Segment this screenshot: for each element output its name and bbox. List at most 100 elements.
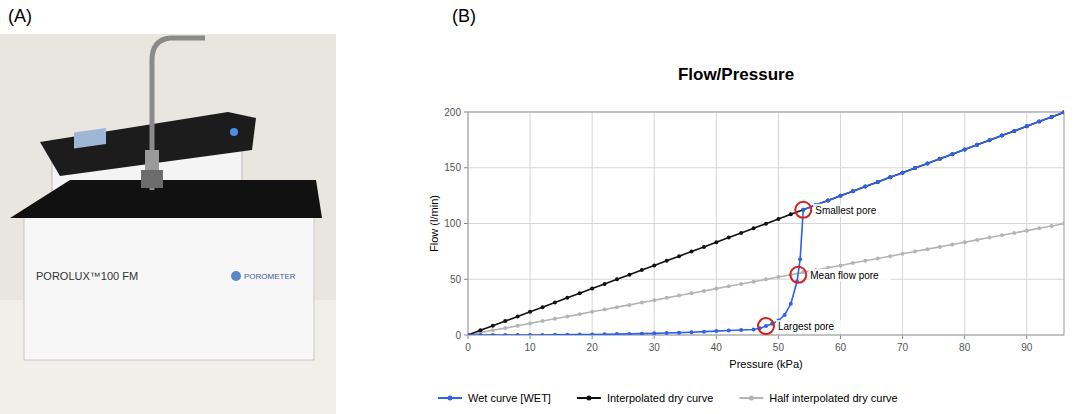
tick-y (464, 335, 468, 336)
upper-top (40, 112, 256, 176)
point-marker (950, 243, 954, 247)
annotation-circle (790, 267, 806, 283)
point-marker (491, 324, 495, 328)
point-marker (528, 321, 532, 325)
point-marker (615, 305, 619, 309)
point-marker (901, 171, 905, 175)
point-marker (516, 324, 520, 328)
point-marker (714, 240, 718, 244)
point-marker (888, 175, 892, 179)
point-marker (640, 301, 644, 305)
point-marker (528, 333, 532, 335)
tick-y (464, 223, 468, 224)
point-marker (975, 238, 979, 242)
tick-label-x: 30 (649, 342, 661, 353)
point-marker (826, 199, 830, 203)
point-marker (478, 328, 482, 332)
point-marker (913, 166, 917, 170)
point-marker (652, 331, 656, 335)
point-marker (702, 289, 706, 293)
point-marker (839, 194, 843, 198)
point-marker (528, 310, 532, 314)
point-marker (640, 332, 644, 335)
point-marker (925, 247, 929, 251)
point-marker (913, 166, 917, 170)
photo-background (0, 34, 336, 414)
point-marker (468, 333, 470, 335)
annotations: Smallest poreMean flow poreLargest pore (758, 202, 891, 334)
tick-y (464, 279, 468, 280)
point-marker (565, 314, 569, 318)
point-marker (590, 310, 594, 314)
point-marker (553, 333, 557, 335)
legend-marker (586, 396, 591, 401)
annotation-circle (758, 318, 774, 334)
point-marker (665, 296, 669, 300)
tick-label-x: 20 (587, 342, 599, 353)
annotation-circle (795, 202, 811, 218)
point-marker (1012, 231, 1016, 235)
point-marker (468, 333, 470, 335)
point-marker (1050, 224, 1054, 228)
point-marker (925, 161, 929, 165)
point-marker (801, 208, 805, 212)
point-marker (876, 257, 880, 261)
point-marker (1050, 115, 1054, 119)
point-marker (503, 326, 507, 330)
point-marker (938, 157, 942, 161)
point-marker (913, 249, 917, 253)
tick-label-x: 50 (773, 342, 785, 353)
point-marker (801, 208, 805, 212)
tick-x (840, 335, 841, 339)
point-marker (578, 333, 582, 335)
point-marker (541, 333, 545, 335)
point-marker (468, 333, 470, 335)
point-marker (776, 217, 780, 221)
series-line (468, 112, 1064, 335)
point-marker (1025, 124, 1029, 128)
point-marker (988, 138, 992, 142)
point-marker (739, 282, 743, 286)
point-marker (789, 212, 793, 216)
legend-text: Wet curve [WET] (468, 392, 551, 404)
point-marker (789, 302, 793, 306)
point-marker (627, 332, 631, 335)
tick-x (654, 335, 655, 339)
point-marker (839, 263, 843, 267)
point-marker (1037, 226, 1041, 230)
legend-text: Interpolated dry curve (607, 392, 713, 404)
legend-marker (749, 396, 754, 401)
point-marker (590, 287, 594, 291)
main-top (10, 180, 322, 218)
point-marker (851, 189, 855, 193)
point-marker (714, 329, 718, 333)
series-line (468, 112, 1064, 335)
main-body (24, 210, 314, 360)
point-marker (702, 330, 706, 334)
point-marker (1000, 233, 1004, 237)
annotation-bg (776, 320, 847, 333)
point-marker (652, 263, 656, 267)
tick-label-y: 0 (455, 330, 461, 341)
point-marker (677, 331, 681, 335)
grid (464, 112, 1064, 339)
point-marker (491, 333, 495, 335)
point-marker (590, 332, 594, 335)
point-marker (901, 252, 905, 256)
point-marker (863, 185, 867, 189)
point-marker (1062, 222, 1064, 226)
tick-x (964, 335, 965, 339)
point-marker (714, 287, 718, 291)
tick-label-x: 80 (959, 342, 971, 353)
point-marker (783, 313, 787, 317)
point-marker (665, 331, 669, 335)
annotation-bg (813, 204, 890, 217)
point-marker (1050, 115, 1054, 119)
point-marker (627, 303, 631, 307)
point-marker (690, 330, 694, 334)
point-marker (727, 284, 731, 288)
point-marker (752, 327, 756, 331)
point-marker (1025, 124, 1029, 128)
series-line (468, 224, 1064, 335)
point-marker (863, 259, 867, 263)
